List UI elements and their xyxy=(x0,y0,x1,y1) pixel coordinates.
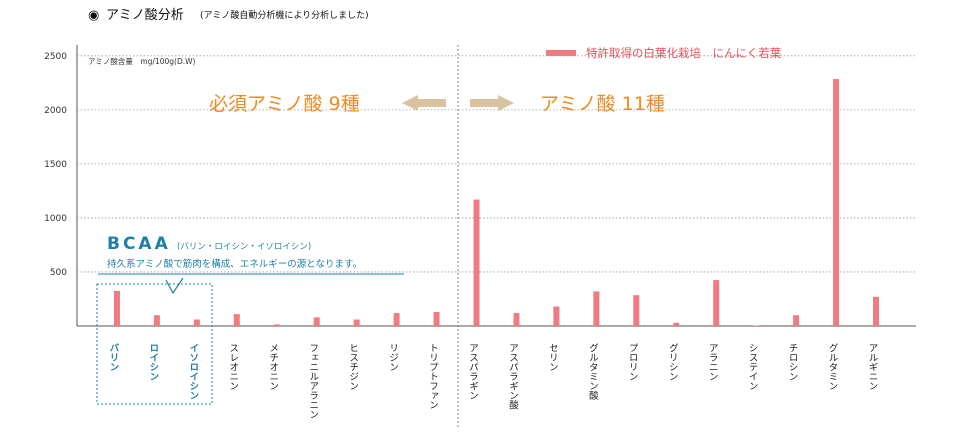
bars xyxy=(113,79,879,327)
y-tick-label: 1000 xyxy=(44,214,67,224)
left-arrow-icon xyxy=(402,95,446,111)
bcaa-box xyxy=(96,283,213,405)
category-label: グリシン xyxy=(667,343,679,381)
bar xyxy=(313,317,320,326)
bar xyxy=(633,295,640,326)
category-label: イソロイシン xyxy=(187,343,199,400)
bar xyxy=(233,314,240,326)
category-label: ヒスチジン xyxy=(347,343,358,391)
legend-swatch xyxy=(546,50,576,56)
page-subtitle: (アミノ酸自動分析機により分析しました) xyxy=(200,9,369,21)
bar xyxy=(273,324,280,326)
y-tick-label: 1500 xyxy=(44,160,67,170)
bar xyxy=(673,322,680,326)
header-marker: ◉ xyxy=(88,8,99,23)
bar xyxy=(793,315,800,326)
category-label: システイン xyxy=(747,343,759,391)
category-label: グルタミン xyxy=(827,343,839,391)
bar xyxy=(593,291,600,326)
bar xyxy=(153,315,160,326)
right-arrow-icon xyxy=(470,95,514,111)
bar xyxy=(513,313,520,326)
category-label: グルタミン酸 xyxy=(587,343,599,401)
category-label: チロシン xyxy=(787,343,798,381)
category-label: ロイシン xyxy=(147,343,159,381)
bar xyxy=(713,280,720,326)
bar xyxy=(113,290,120,326)
category-label: スレオニン xyxy=(227,343,239,391)
category-label: アラニン xyxy=(707,343,719,381)
bcaa-note: 持久系アミノ酸で筋肉を構成、エネルギーの源となります。 xyxy=(107,258,362,270)
y-tick-label: 500 xyxy=(50,268,67,278)
essential-group-label: 必須アミノ酸 9種 xyxy=(209,93,360,115)
bar xyxy=(353,319,360,326)
bcaa-title: BCAA xyxy=(107,234,171,254)
category-label: フェニルアラニン xyxy=(307,343,319,419)
category-label: トリプトファン xyxy=(427,343,438,410)
bar xyxy=(753,325,760,326)
category-label: リジン xyxy=(387,343,398,372)
category-label: プロリン xyxy=(627,343,638,381)
category-labels: バリン ロイシン イソロイシン スレオニン メチオニン フェニルアラニン ヒスチジン リジン ト… xyxy=(107,343,878,419)
y-axis-label: アミノ酸含量 mg/100g(D.W) xyxy=(88,56,196,66)
bar xyxy=(833,79,840,327)
category-label: アスパラギン酸 xyxy=(507,343,519,410)
bar xyxy=(193,319,200,326)
page-title: アミノ酸分析 xyxy=(106,8,184,23)
bar xyxy=(473,199,480,326)
bcaa-annotation: BCAA (バリン・ロイシン・イソロイシン) 持久系アミノ酸で筋肉を構成、エネル… xyxy=(96,234,404,405)
y-tick-label: 2500 xyxy=(44,52,67,62)
category-label: セリン xyxy=(547,343,559,372)
bar xyxy=(393,313,400,326)
y-tick-labels: 500 1000 1500 2000 2500 xyxy=(44,52,67,278)
category-label: アルギニン xyxy=(867,343,879,391)
bar xyxy=(873,296,879,326)
category-label: アスパラギン xyxy=(467,343,479,400)
bar xyxy=(433,311,440,326)
legend-label: 特許取得の白葉化栽培 にんにく若葉 xyxy=(586,46,782,60)
grid-lines xyxy=(77,55,916,273)
category-label: バリン xyxy=(107,343,119,372)
legend: 特許取得の白葉化栽培 にんにく若葉 xyxy=(546,46,782,60)
bcaa-pointer-icon xyxy=(165,277,184,295)
bar xyxy=(553,306,560,326)
category-label: メチオニン xyxy=(267,343,279,391)
y-tick-label: 2000 xyxy=(44,106,67,116)
bcaa-subtitle: (バリン・ロイシン・イソロイシン) xyxy=(177,242,311,252)
nonessential-group-label: アミノ酸 11種 xyxy=(540,93,665,115)
